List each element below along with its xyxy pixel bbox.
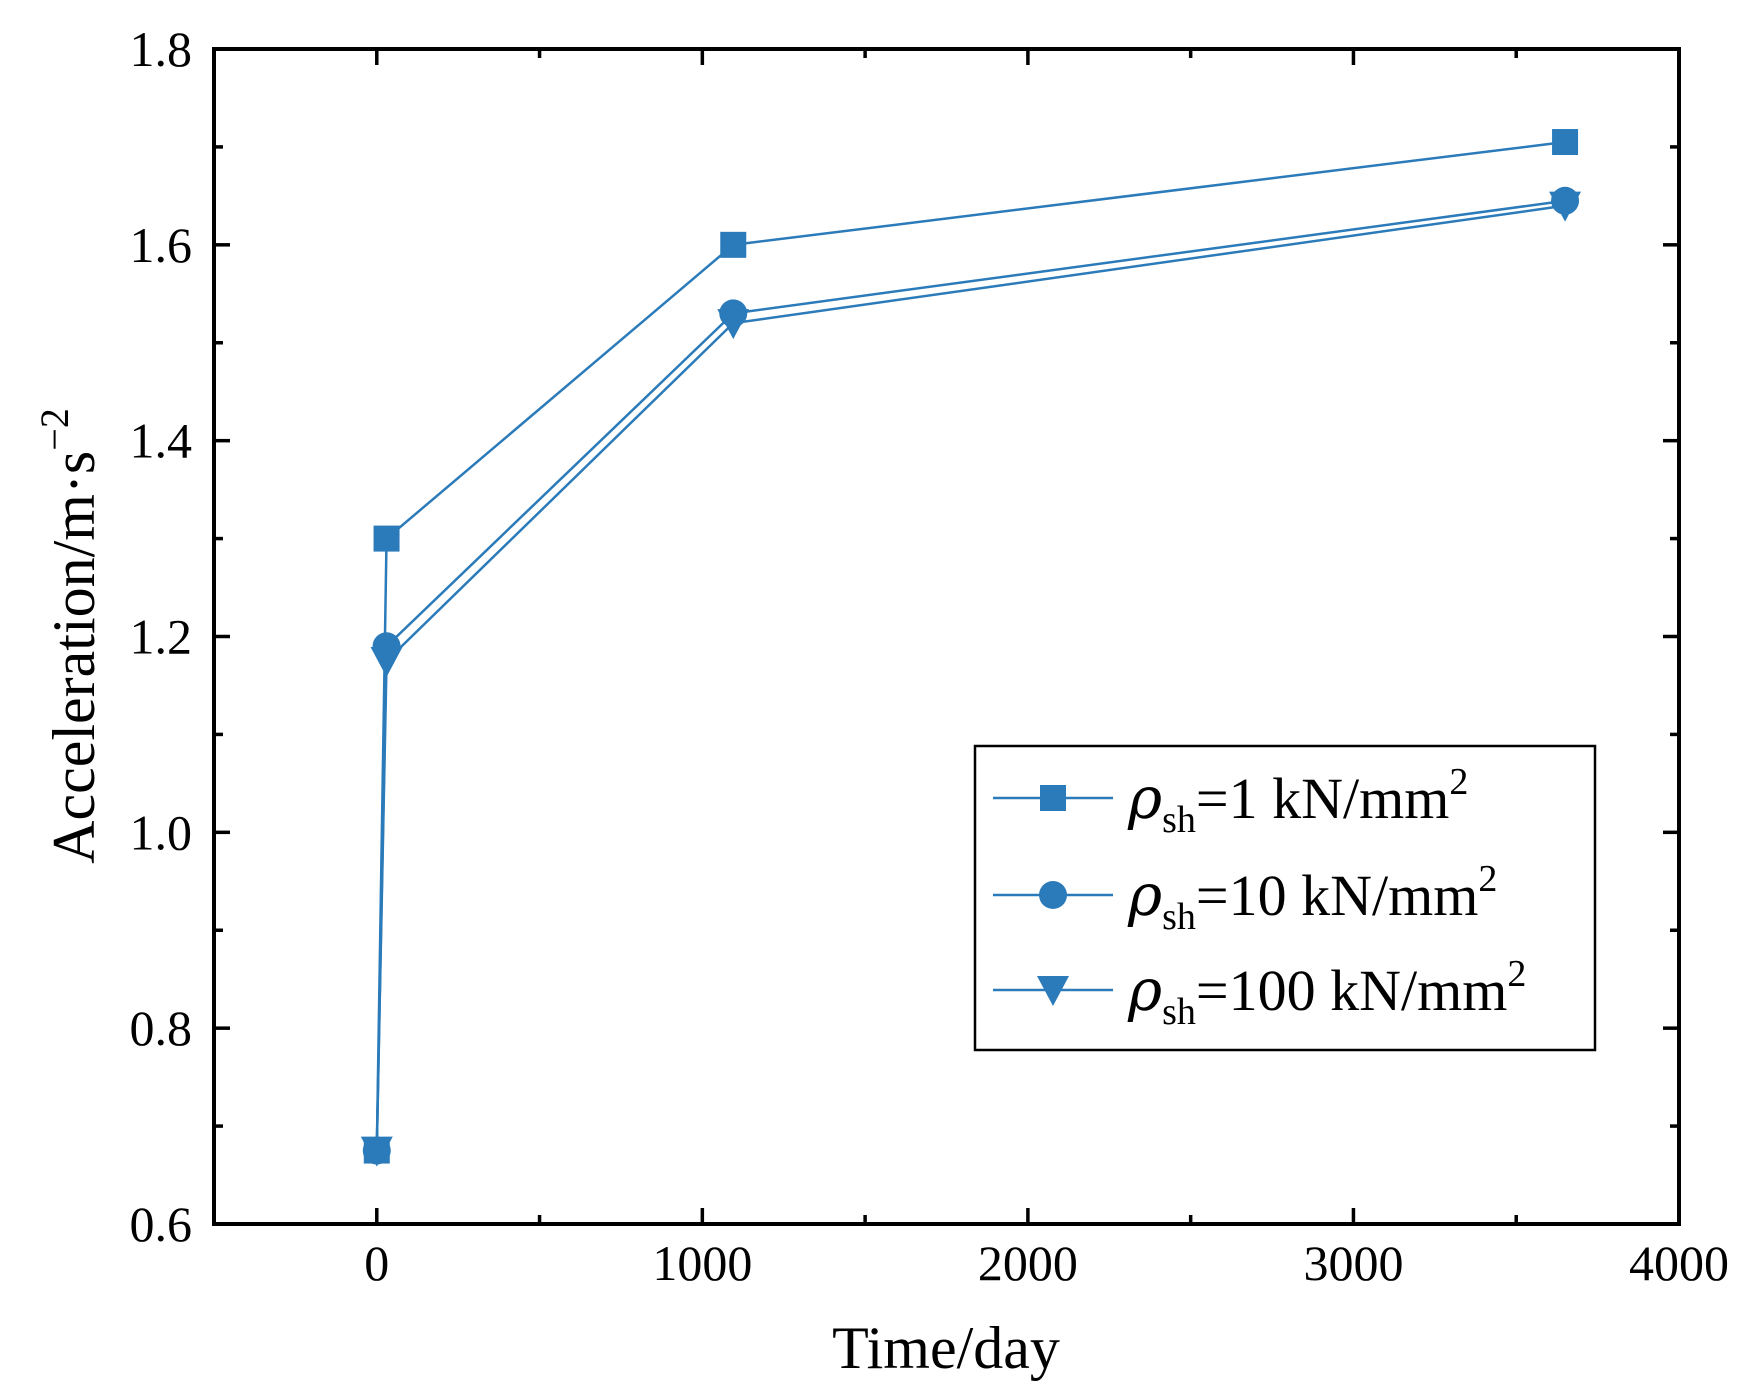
legend-rho-2: ρ [1127,861,1162,929]
legend-label-3: ρsh=100 kN/mm2 [1127,953,1526,1033]
y-tick-label: 0.6 [130,1196,193,1252]
y-tick-label: 0.8 [130,1000,193,1056]
data-point-square [1552,129,1579,156]
x-tick-label: 1000 [652,1235,752,1291]
legend-entry-3: ρsh=100 kN/mm2 [993,953,1526,1033]
y-axis-label: Acceleration/m·s−2 [32,408,107,864]
legend-sup-1: 2 [1449,761,1468,803]
axis-ticks [212,47,1681,1226]
legend-sub-1: sh [1162,799,1196,841]
y-tick-label: 1.8 [130,21,193,77]
x-tick-label: 2000 [978,1235,1078,1291]
legend-rho-1: ρ [1127,764,1162,832]
series-line-1 [375,140,1566,1151]
legend-circle-marker [1039,881,1067,909]
legend-text-1: =1 kN/mm [1196,766,1449,831]
y-axis-label-base: Acceleration/m [41,494,107,864]
data-point-circle [1551,186,1580,215]
data-point-circle [372,632,401,661]
legend-entry-1: ρsh=1 kN/mm2 [993,761,1468,841]
y-tick-label: 1.2 [130,609,193,665]
legend-text-2: =10 kN/mm [1196,863,1478,928]
y-axis-label-dot: · [41,474,107,494]
y-axis-label-unit: s [41,451,107,474]
x-tick-label: 0 [364,1235,389,1291]
legend-label-1: ρsh=1 kN/mm2 [1127,761,1468,841]
legend: ρsh=1 kN/mm2 ρsh=10 kN/mm2 ρsh=100 kN/mm… [973,744,1597,1052]
y-tick-label: 1.6 [130,217,193,273]
legend-sup-2: 2 [1478,858,1497,900]
legend-label-2: ρsh=10 kN/mm2 [1127,858,1497,938]
x-tick-labels: 0 1000 2000 3000 4000 [364,1235,1729,1291]
data-point-square [373,525,400,552]
x-axis-label: Time/day [832,1315,1060,1381]
legend-sub-3: sh [1162,991,1196,1033]
x-tick-label: 3000 [1303,1235,1403,1291]
data-point-square [363,1137,390,1164]
legend-sub-2: sh [1162,896,1196,938]
legend-sup-3: 2 [1507,953,1526,995]
legend-text-3: =100 kN/mm [1196,958,1507,1023]
y-axis-label-exponent: −2 [32,408,77,451]
data-point-circle [719,299,748,328]
y-tick-labels: 0.6 0.8 1.0 1.2 1.4 1.6 1.8 [130,21,193,1252]
series-layer [360,129,1582,1167]
legend-triangle-marker [1037,976,1069,1006]
legend-rho-3: ρ [1127,956,1162,1024]
x-tick-label: 4000 [1629,1235,1729,1291]
y-tick-label: 1.4 [130,413,193,469]
legend-square-marker [1040,785,1066,811]
legend-entry-2: ρsh=10 kN/mm2 [993,858,1497,938]
y-tick-label: 1.0 [130,804,193,860]
data-point-square [720,231,747,258]
legend-box [973,744,1597,1052]
